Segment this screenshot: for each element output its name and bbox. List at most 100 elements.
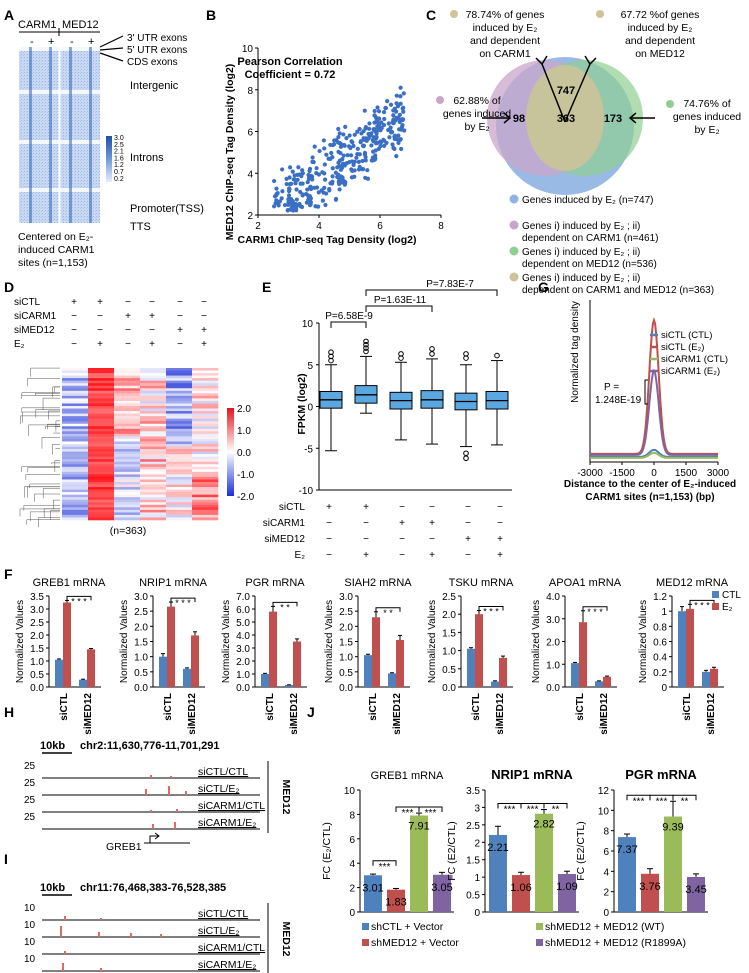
heatmap-cell (88, 418, 115, 422)
track-label: siCARM1/CTL (198, 942, 265, 954)
heatmap-cell (192, 517, 219, 521)
scatter-point (361, 143, 366, 148)
panel-d: D siCTL + + − − − − siCARM1 − − + + − − siMED12 − − − − + + E… (4, 279, 255, 537)
heatmap-cell (62, 431, 89, 435)
scatter-point (317, 148, 322, 154)
y-tick-label: 3.0 (134, 592, 148, 603)
panel-letter: G (538, 279, 549, 295)
heatmap-cell (140, 378, 167, 381)
scatter-point (398, 101, 403, 106)
heatmap-cell (62, 370, 89, 374)
significance-bracket (418, 806, 443, 813)
signal-peak (150, 810, 152, 812)
colorbar-tick: 1.0 (237, 426, 251, 437)
heatmap-cell (140, 456, 167, 460)
heatmap-cell (166, 368, 193, 371)
significance-bracket (582, 606, 608, 611)
heatmap-cell (88, 456, 115, 460)
y-tick-label: 6 (247, 128, 253, 139)
region-label: Promoter(TSS) (130, 203, 204, 215)
heatmap-cell (88, 421, 115, 425)
panel-letter: B (206, 7, 216, 23)
y-tick-label: 0.0 (339, 683, 353, 694)
heatmap-cell (62, 385, 89, 389)
track-scale: 10 (24, 937, 36, 948)
scatter-point (362, 108, 367, 113)
heatmap-cell (88, 451, 115, 455)
heatmap-cell (114, 393, 141, 397)
scatter-point (374, 131, 379, 136)
scatter-point (365, 176, 371, 181)
scatter-point (313, 204, 318, 209)
heatmap-cell (166, 499, 193, 503)
heatmap-cell (88, 471, 115, 475)
heatmap-cell (114, 400, 141, 404)
y-tick-label: 3.0 (339, 592, 353, 603)
bar (595, 681, 603, 687)
dendrogram-branch (21, 392, 60, 396)
bar (489, 834, 507, 912)
scatter-point (336, 172, 341, 177)
venn-count: 98 (513, 113, 525, 125)
heatmap-cell (62, 403, 89, 407)
scatter-point (273, 201, 278, 206)
p-value: P=1.63E-11 (374, 295, 427, 306)
signal-peak (176, 809, 178, 812)
heatmap-cell (62, 418, 89, 422)
track-label: siCTL/CTL (198, 766, 248, 778)
scatter-point (354, 155, 359, 160)
bar (364, 875, 382, 912)
heatmap-cell (114, 459, 141, 463)
condition-sign: − (149, 297, 155, 308)
scatter-point (284, 181, 289, 187)
condition-sign: − (125, 297, 131, 308)
heatmap-cell (140, 512, 167, 516)
heatmap-cell (62, 499, 89, 503)
y-tick-label: 8 (247, 86, 253, 97)
heatmap-cell (114, 411, 141, 414)
track-scale: 25 (24, 778, 36, 789)
significance-bracket (372, 860, 397, 866)
dendrogram-branch (35, 409, 60, 418)
scatter-point (382, 143, 387, 148)
signal-peak (62, 963, 64, 971)
heatmap-cell (166, 514, 193, 518)
y-tick-label: 2.5 (30, 618, 44, 629)
heatmap-cell (88, 482, 115, 485)
heatmap-cell (166, 408, 193, 412)
y-axis-label: Normalized Values (221, 600, 232, 683)
y-tick-label: 2.0 (339, 622, 353, 633)
heatmap-cell (62, 489, 89, 493)
heatmap-cell (192, 502, 219, 506)
heatmap-cell (166, 474, 193, 478)
category-label: siCTL (682, 693, 693, 721)
gene-label: GREB1 (106, 841, 142, 853)
dendrogram-branch (38, 517, 60, 528)
arrow (564, 63, 591, 123)
y-tick-label: 0.5 (30, 670, 44, 681)
y-tick-label: 0.5 (442, 665, 456, 676)
heatmap-cell (140, 433, 167, 437)
scatter-point (378, 140, 384, 145)
data-label: 2.21 (487, 842, 508, 854)
heatmap-cell (114, 433, 141, 437)
colorbar-tick: -1.0 (237, 470, 255, 481)
legend-label: dependent on CARM1 (n=461) (522, 233, 658, 244)
heatmap-cell (192, 469, 219, 473)
heatmap-cell (192, 446, 219, 450)
y-axis-label: FC (E2/CTL) (575, 821, 587, 881)
scatter-point (398, 94, 403, 99)
scatter-point (337, 158, 343, 163)
heatmap-cell (166, 484, 193, 488)
condition-label: siCTL (14, 297, 41, 308)
scatter-point (399, 125, 405, 130)
heatmap-cell (192, 431, 219, 435)
heatmap-cell (140, 461, 167, 465)
scatter-point (328, 142, 333, 148)
heatmap-cell (192, 400, 219, 404)
y-tick-label: 0.5 (339, 668, 353, 679)
scatter-point (289, 205, 294, 210)
scatter-point (388, 102, 394, 107)
condition-sign: − (177, 297, 183, 308)
scatter-point (321, 138, 326, 143)
